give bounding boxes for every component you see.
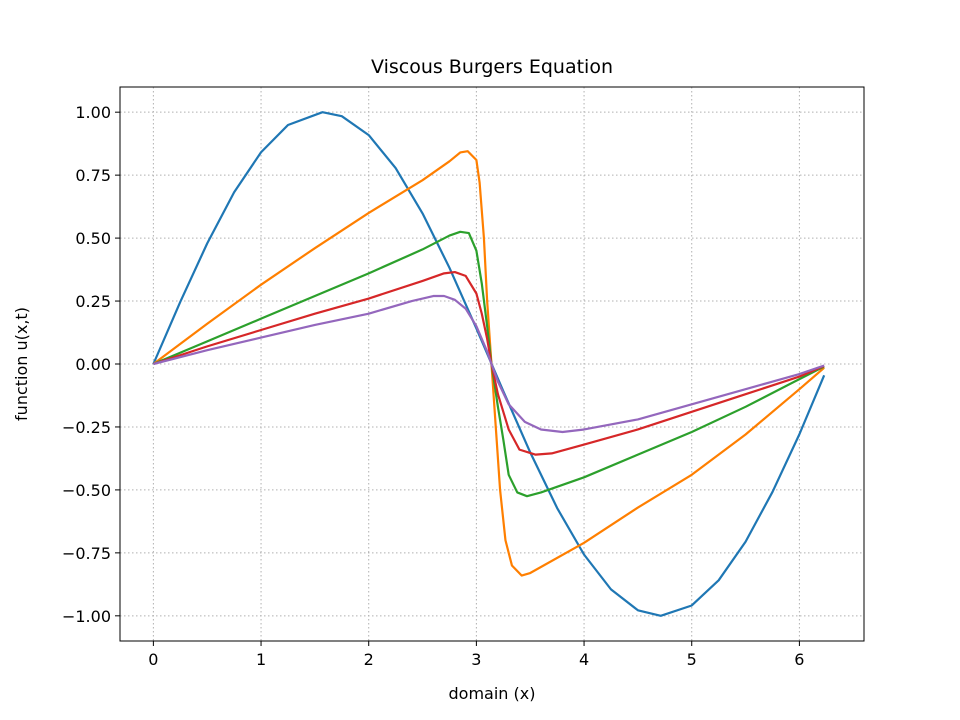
x-tick-label: 3 [471, 650, 481, 669]
y-tick-label: −0.75 [62, 544, 111, 563]
y-tick-label: −0.50 [62, 481, 111, 500]
y-tick-label: −1.00 [62, 607, 111, 626]
y-tick-label: 0.25 [75, 292, 111, 311]
y-tick-label: −0.25 [62, 418, 111, 437]
ticks: 0 1 2 3 4 5 6 1.00 0.75 0.50 0.25 0.00 −0.25 −0.50 −0.… [62, 103, 805, 669]
chart-title: Viscous Burgers Equation [371, 56, 613, 78]
y-axis-label: function u(x,t) [12, 307, 31, 421]
y-tick-label: 0.75 [75, 166, 111, 185]
x-tick-label: 1 [256, 650, 266, 669]
x-tick-label: 0 [148, 650, 158, 669]
x-tick-label: 4 [579, 650, 589, 669]
x-axis-label: domain (x) [449, 684, 536, 703]
grid [120, 87, 864, 641]
x-tick-label: 6 [794, 650, 804, 669]
x-tick-label: 5 [687, 650, 697, 669]
series-group [152, 111, 826, 617]
series-line-4 [153, 270, 825, 456]
x-tick-label: 2 [364, 650, 374, 669]
y-tick-label: 0.50 [75, 229, 111, 248]
series-line-5 [153, 294, 825, 434]
y-tick-label: 0.00 [75, 355, 111, 374]
y-tick-label: 1.00 [75, 103, 111, 122]
series-line-2 [152, 150, 825, 577]
